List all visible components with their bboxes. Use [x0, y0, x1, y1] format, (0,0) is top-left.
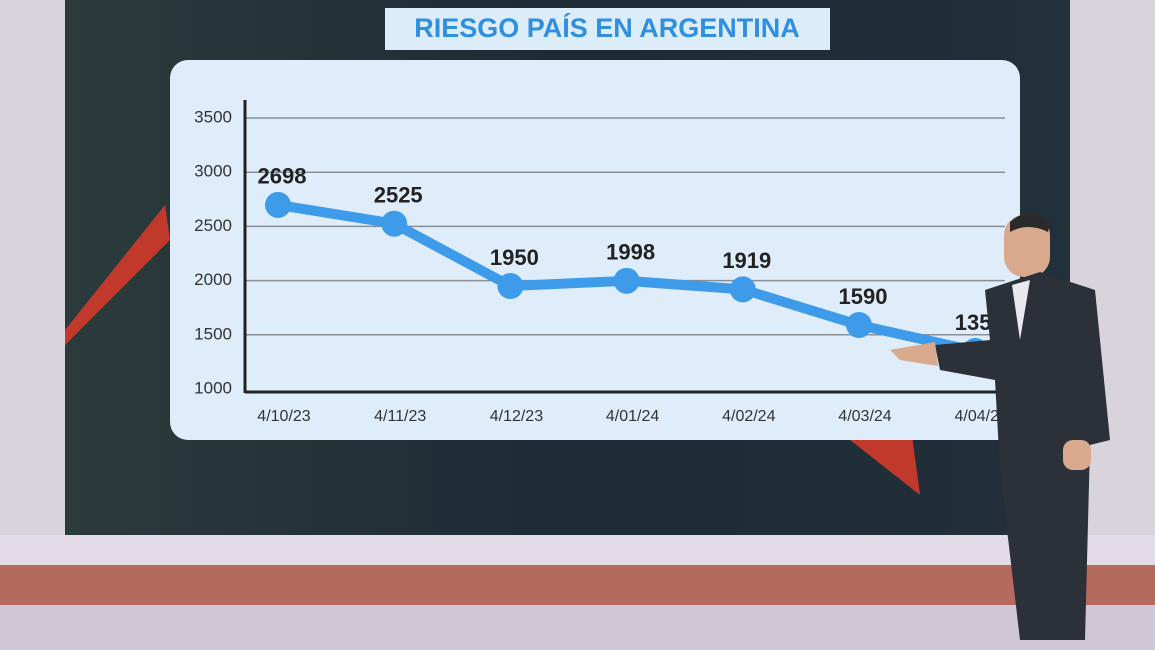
point: [846, 312, 872, 339]
data-label: 1998: [606, 240, 655, 265]
chart-panel: [170, 60, 1020, 440]
presenter-hand: [890, 342, 938, 366]
data-label: 1590: [839, 284, 888, 309]
y-tick-label: 1000: [194, 378, 232, 397]
presenter-shirt: [1012, 280, 1030, 340]
point: [497, 273, 524, 300]
stage-edge: [0, 535, 1155, 565]
presenter: [890, 213, 1110, 640]
y-tick-label: 2500: [194, 216, 232, 235]
x-tick-label: 4/11/23: [374, 408, 426, 425]
presenter-hand: [1063, 440, 1091, 470]
point: [613, 267, 640, 294]
data-label: 2525: [374, 183, 423, 208]
x-tick-label: 4/03/24: [838, 408, 891, 425]
data-label: 1919: [722, 248, 771, 273]
presenter-suit: [935, 272, 1110, 640]
x-tick-label: 4/02/24: [722, 408, 775, 425]
point: [265, 191, 291, 218]
y-tick-label: 1500: [194, 324, 232, 343]
chart-title: RIESGO PAÍS EN ARGENTINA: [414, 12, 800, 43]
y-tick-label: 3000: [194, 162, 232, 181]
point: [381, 210, 408, 237]
point: [729, 276, 756, 303]
x-tick-label: 4/04/24: [955, 408, 1008, 425]
y-tick-label: 2000: [194, 270, 232, 289]
x-tick-label: 4/10/23: [257, 408, 310, 425]
x-tick-label: 4/01/24: [606, 408, 659, 425]
title-box: [385, 8, 830, 50]
floor: [0, 605, 1155, 650]
data-label: 1950: [490, 245, 539, 270]
stage-stripes: [0, 565, 1155, 605]
data-label: 2698: [258, 164, 307, 189]
presenter-hair: [1010, 213, 1050, 232]
y-tick-label: 3500: [194, 107, 232, 126]
presenter-head: [1004, 215, 1050, 277]
x-tick-label: 4/12/23: [490, 408, 543, 425]
decor-arrow: [65, 205, 170, 345]
